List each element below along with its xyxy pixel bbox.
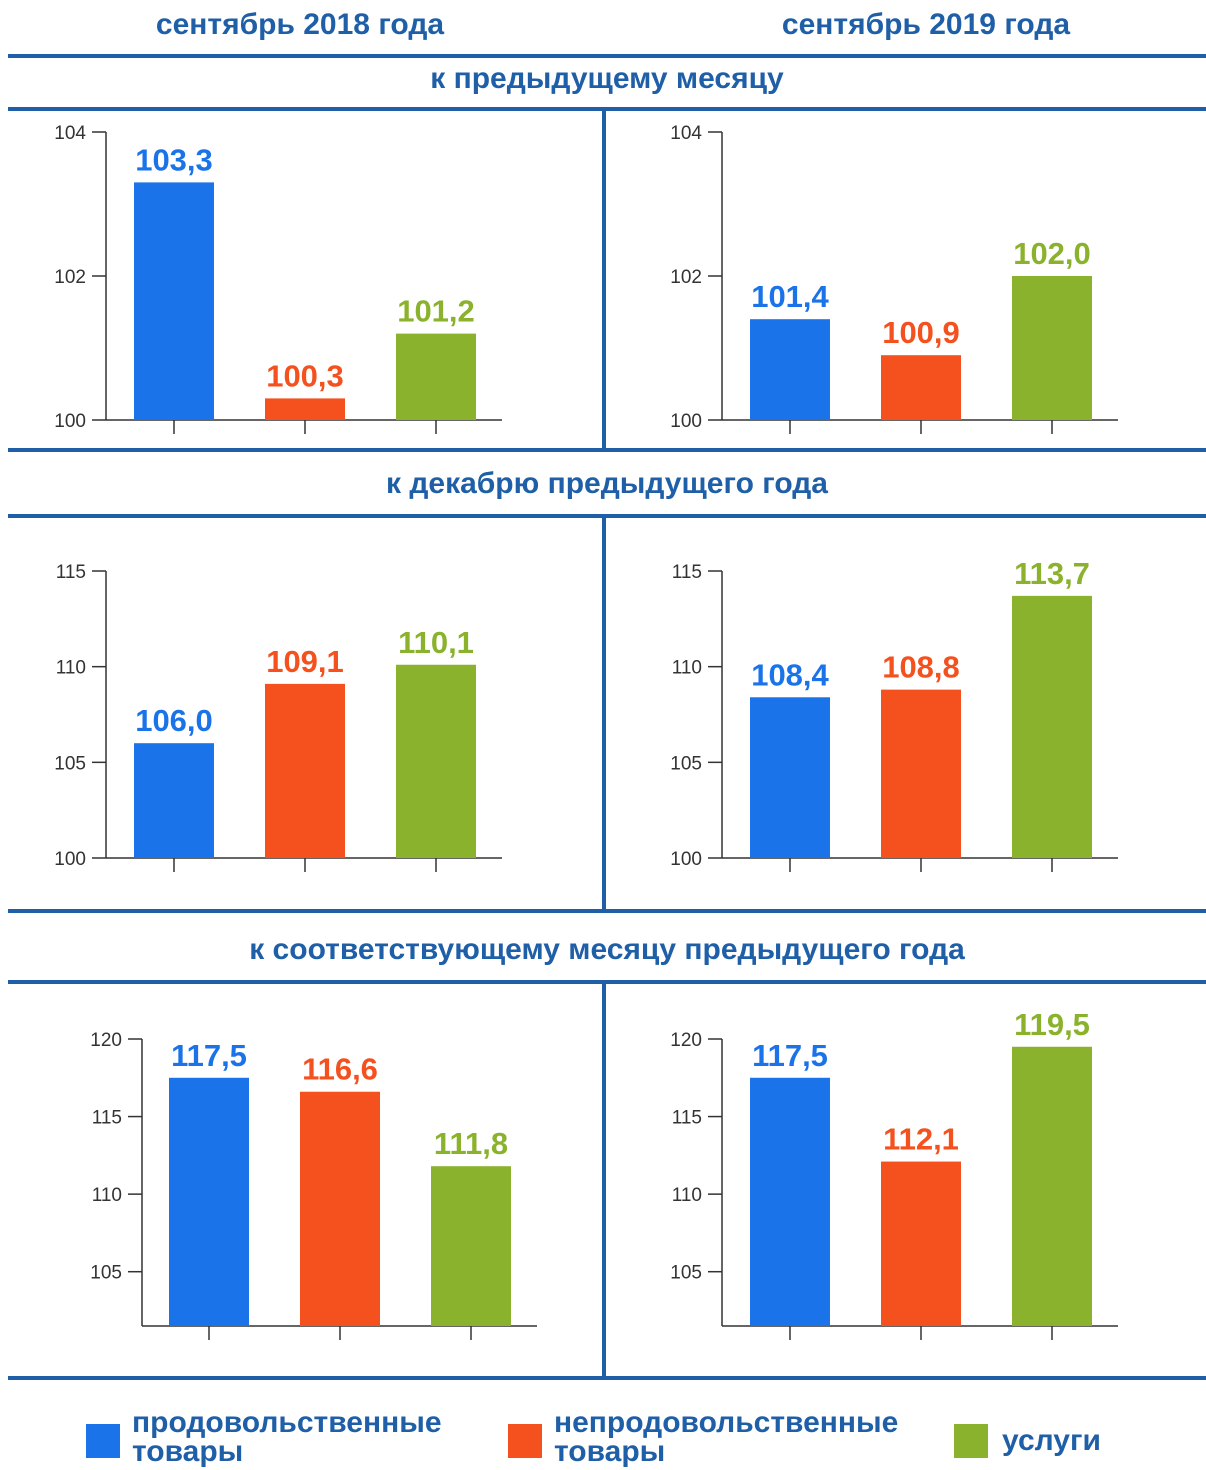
y-tick-label: 105 (670, 1263, 702, 1284)
bar (265, 398, 345, 420)
bar (750, 697, 830, 858)
y-tick-label: 100 (670, 411, 702, 432)
data-label: 109,1 (266, 644, 344, 679)
data-label: 111,8 (434, 1126, 508, 1161)
y-tick-label: 104 (670, 123, 702, 144)
bar (1012, 1046, 1092, 1326)
legend-label-services: услуги (1002, 1424, 1101, 1457)
data-label: 106,0 (135, 703, 213, 738)
data-label: 113,7 (1014, 556, 1090, 591)
chart-2019-dec-prev-year: 100 105 110 115 108,4 108,8 113,7 (670, 556, 1118, 872)
divider-section3-top (8, 909, 1206, 913)
bar (265, 683, 345, 858)
chart-2018-prev-month: 100 102 104 103,3 100,3 101,2 (54, 123, 502, 434)
bar (750, 319, 830, 420)
data-label: 108,4 (751, 657, 829, 692)
divider-legend-top (8, 1376, 1206, 1380)
chart-2018-dec-prev-year: 100 105 110 115 106,0 109,1 110,1 (54, 562, 502, 872)
bar (750, 1077, 830, 1326)
column-header-2019: сентябрь 2019 года (781, 8, 1071, 41)
legend-swatch-services (954, 1424, 988, 1458)
bar (1012, 595, 1092, 858)
section-title-same-month-prev-year: к соответствующему месяцу предыдущего го… (249, 933, 965, 966)
bar (396, 333, 476, 420)
bar (1012, 276, 1092, 420)
bar (881, 355, 961, 420)
bar (431, 1166, 511, 1326)
divider-vertical-3 (602, 982, 606, 1378)
divider-section1-bottom (8, 107, 1206, 111)
y-tick-label: 120 (670, 1030, 702, 1051)
data-label: 103,3 (135, 142, 213, 177)
chart-2019-prev-month: 100 102 104 101,4 100,9 102,0 (670, 123, 1118, 434)
divider-section2-top (8, 448, 1206, 452)
legend-label-food-line1: продовольственные (132, 1406, 442, 1439)
y-tick-label: 104 (54, 123, 86, 144)
y-tick-label: 110 (92, 1185, 122, 1206)
divider-section3-bottom (8, 980, 1206, 984)
chart-2018-same-month: 105 110 115 120 117,5 116,6 111,8 (90, 1030, 537, 1340)
divider-vertical-1 (602, 110, 606, 450)
legend-swatch-food (86, 1424, 120, 1458)
bar (300, 1091, 380, 1326)
bar (134, 182, 214, 420)
data-label: 119,5 (1014, 1007, 1090, 1042)
bar (881, 689, 961, 858)
y-tick-label: 110 (672, 658, 702, 679)
bar (881, 1161, 961, 1326)
y-tick-label: 115 (672, 562, 702, 583)
data-label: 102,0 (1013, 236, 1091, 271)
data-label: 112,1 (883, 1122, 959, 1157)
divider-top (8, 54, 1206, 58)
data-label: 116,6 (302, 1052, 378, 1087)
column-header-2018: сентябрь 2018 года (155, 8, 445, 41)
legend-label-food-line2: товары (132, 1435, 244, 1468)
data-label: 101,4 (751, 279, 829, 314)
y-tick-label: 115 (56, 562, 86, 583)
data-label: 100,9 (882, 315, 960, 350)
y-tick-label: 110 (672, 1185, 702, 1206)
y-tick-label: 100 (670, 849, 702, 870)
section-title-prev-month: к предыдущему месяцу (430, 62, 784, 95)
chart-2019-same-month: 105 110 115 120 117,5 112,1 119,5 (670, 1007, 1118, 1340)
data-label: 110,1 (398, 625, 474, 660)
data-label: 101,2 (397, 294, 475, 329)
data-label: 108,8 (882, 650, 960, 685)
y-tick-label: 100 (54, 411, 86, 432)
y-tick-label: 120 (90, 1030, 122, 1051)
legend-label-nonfood-line2: товары (554, 1435, 666, 1468)
y-tick-label: 102 (670, 267, 702, 288)
y-tick-label: 110 (56, 658, 86, 679)
data-label: 100,3 (266, 358, 344, 393)
data-label: 117,5 (171, 1038, 247, 1073)
y-tick-label: 115 (92, 1108, 122, 1129)
bar (134, 743, 214, 858)
section-title-dec-prev-year: к декабрю предыдущего года (386, 467, 828, 500)
data-label: 117,5 (752, 1038, 828, 1073)
y-tick-label: 105 (54, 753, 86, 774)
bar (396, 664, 476, 858)
legend-label-nonfood-line1: непродовольственные (554, 1406, 899, 1439)
bar (169, 1077, 249, 1326)
y-tick-label: 100 (54, 849, 86, 870)
divider-section2-bottom (8, 514, 1206, 518)
y-tick-label: 105 (670, 753, 702, 774)
y-tick-label: 115 (672, 1108, 702, 1129)
legend-swatch-nonfood (508, 1424, 542, 1458)
divider-vertical-2 (602, 516, 606, 911)
y-tick-label: 102 (54, 267, 86, 288)
y-tick-label: 105 (90, 1263, 122, 1284)
